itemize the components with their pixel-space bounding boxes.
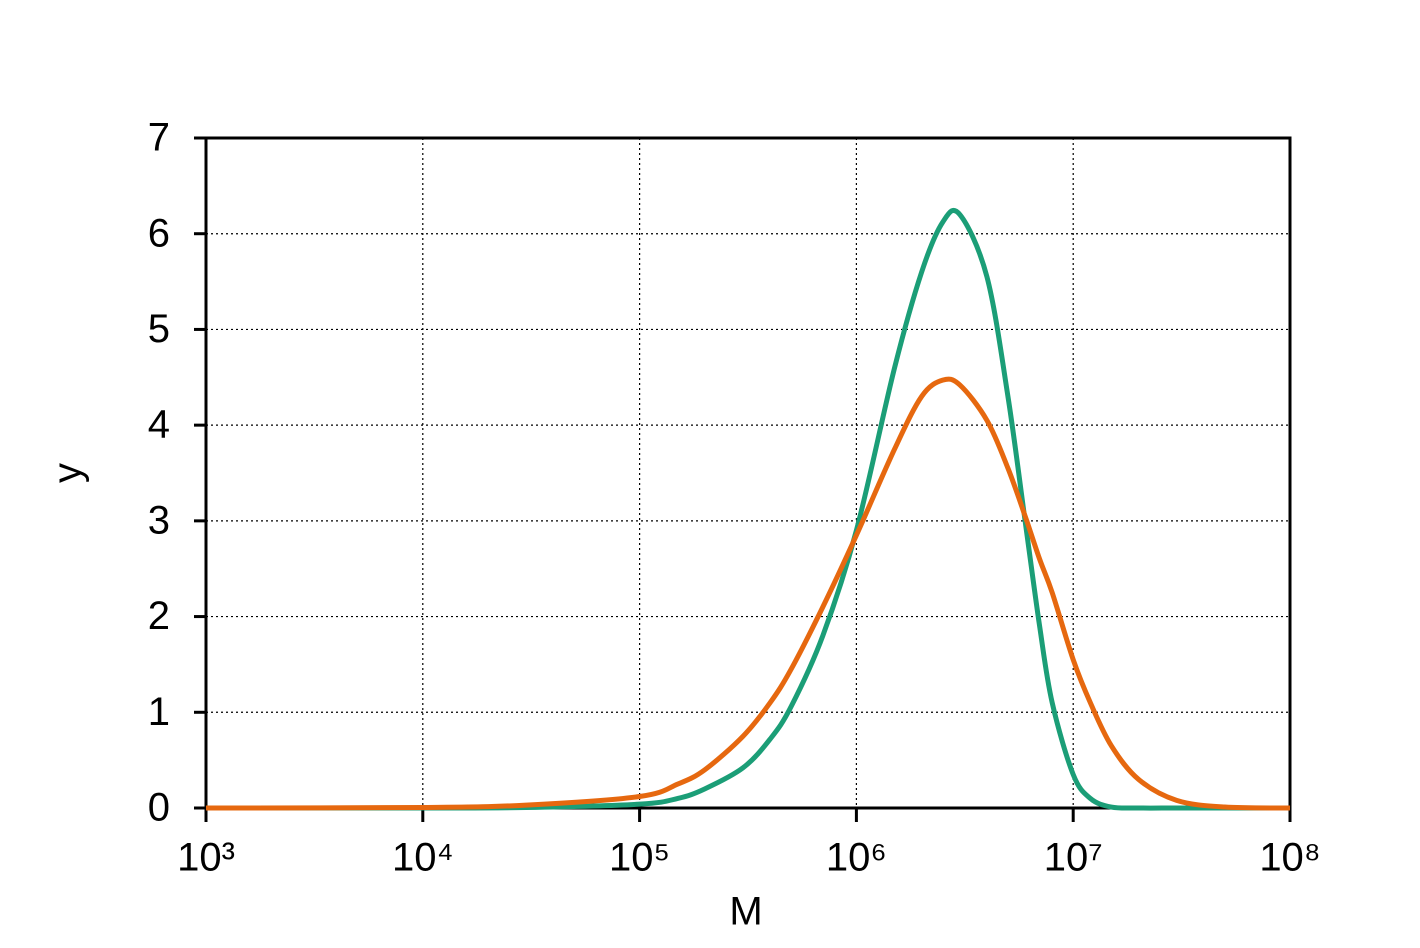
y-tick-label: 0 bbox=[148, 786, 170, 830]
y-tick-label: 7 bbox=[148, 116, 170, 160]
y-tick-label: 1 bbox=[148, 690, 170, 734]
x-axis-label: M bbox=[729, 890, 762, 934]
x-tick-label: 10³ bbox=[177, 836, 235, 880]
x-tick-label: 10⁴ bbox=[392, 836, 454, 880]
y-tick-label: 5 bbox=[148, 307, 170, 351]
x-tick-label: 10⁵ bbox=[609, 836, 670, 880]
x-tick-label: 10⁷ bbox=[1044, 836, 1103, 880]
y-tick-label: 6 bbox=[148, 211, 170, 255]
plot-frame bbox=[204, 136, 1292, 810]
line-series bbox=[205, 376, 1291, 811]
y-axis-label: y bbox=[46, 463, 90, 483]
x-tick-label: 10⁶ bbox=[826, 836, 887, 880]
y-tick-label: 4 bbox=[148, 403, 170, 447]
line-series bbox=[205, 207, 1290, 811]
x-tick-label: 10⁸ bbox=[1259, 836, 1320, 880]
y-tick-label: 3 bbox=[148, 498, 170, 542]
y-tick-label: 2 bbox=[148, 594, 170, 638]
